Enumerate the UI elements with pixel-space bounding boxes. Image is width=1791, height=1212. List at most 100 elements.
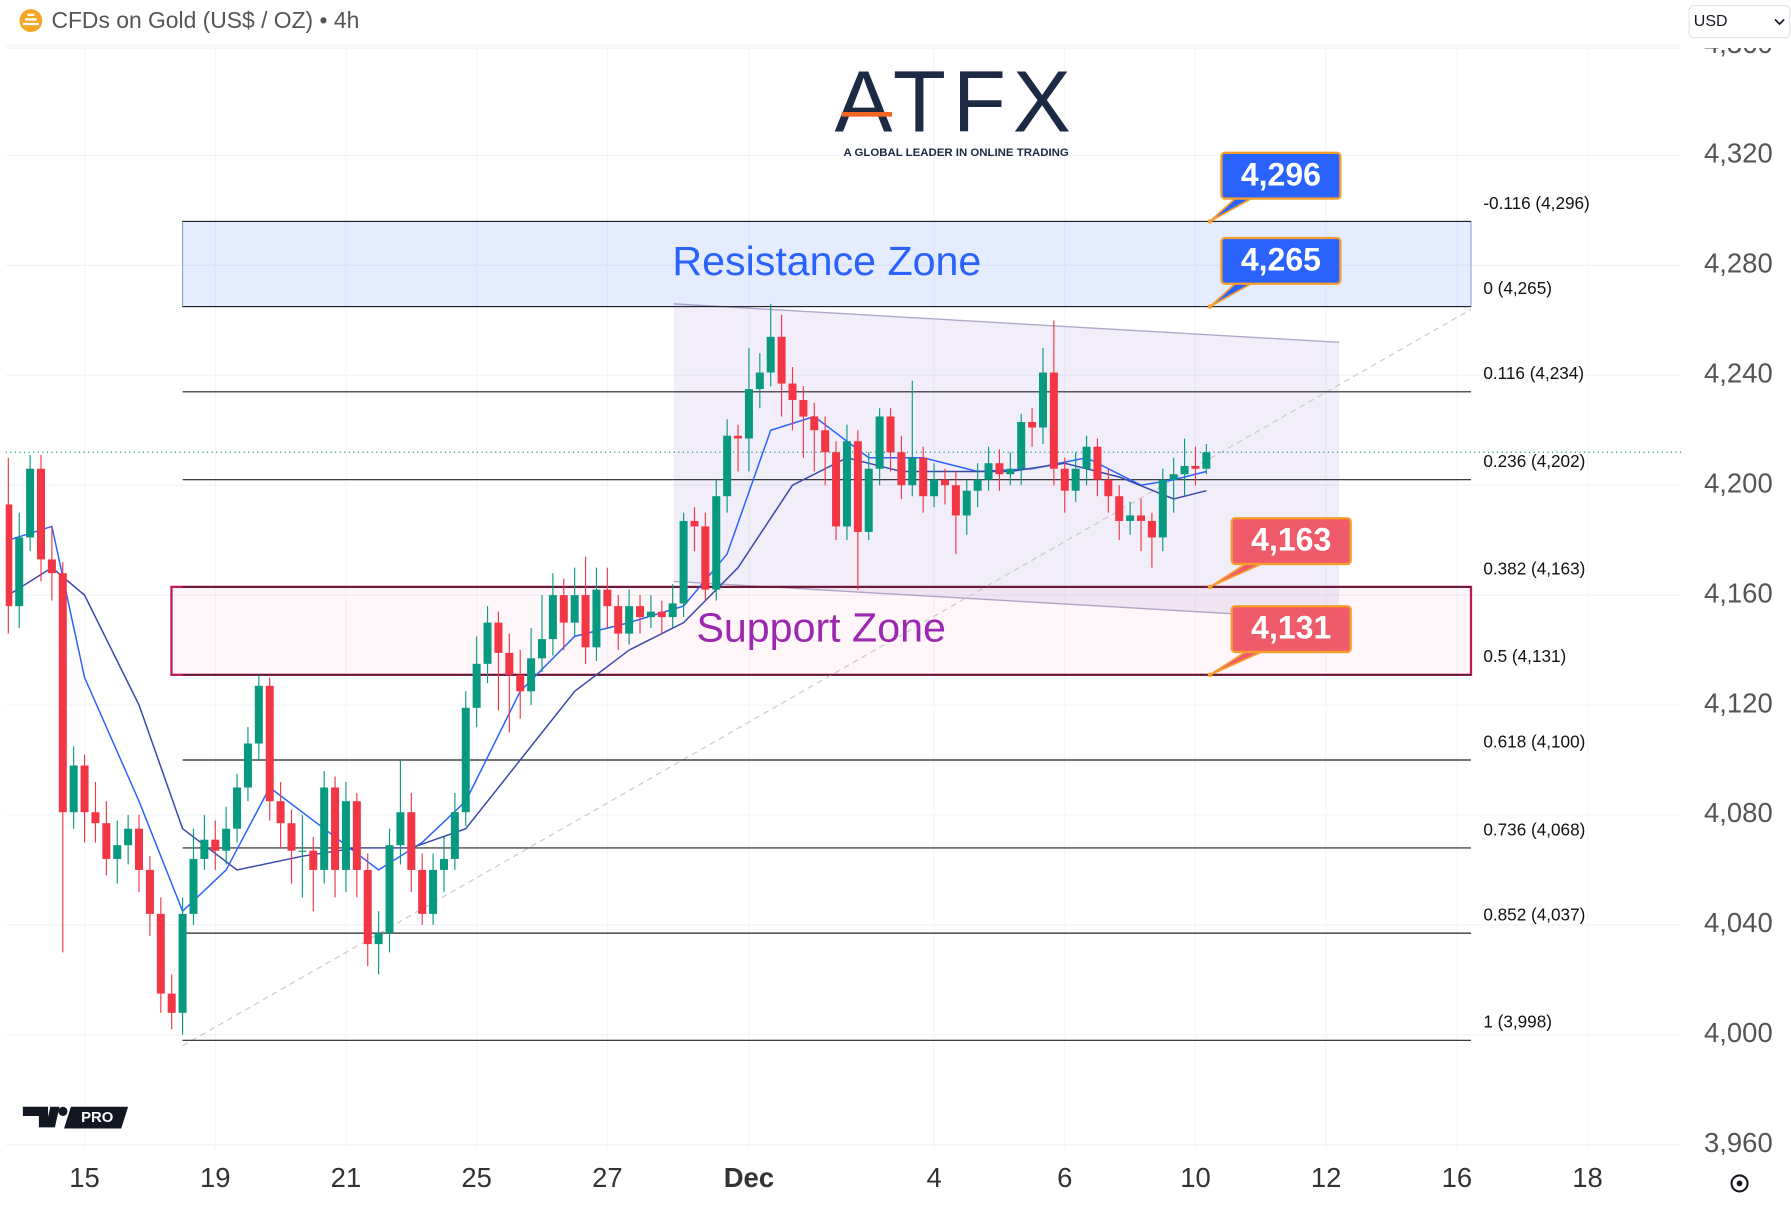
candle-body <box>701 526 710 590</box>
candle-body <box>309 850 318 870</box>
candle-body <box>1169 474 1178 480</box>
candle-body <box>625 606 634 634</box>
candle-body <box>69 765 78 813</box>
candle-body <box>657 611 666 618</box>
candle-body <box>287 823 296 851</box>
settings-icon[interactable] <box>1730 1174 1749 1193</box>
candle-body <box>995 463 1004 475</box>
currency-label: USD <box>1694 13 1728 30</box>
x-tick-label: 10 <box>1180 1162 1211 1193</box>
y-tick-label: 4,240 <box>1704 358 1773 389</box>
chart-title: CFDs on Gold (US$ / OZ) • 4h <box>51 7 359 33</box>
x-tick-label: 27 <box>592 1162 623 1193</box>
candles <box>5 303 1211 1035</box>
candle-body <box>1093 446 1102 480</box>
candle-body <box>385 845 394 934</box>
fib-label: 0.236 (4,202) <box>1483 451 1585 471</box>
fib-label: 0 (4,265) <box>1483 278 1552 298</box>
candle-body <box>352 801 361 870</box>
candle-body <box>178 913 187 1013</box>
candle-body <box>1071 468 1080 491</box>
candle-body <box>505 652 514 675</box>
currency-select[interactable] <box>1688 5 1791 39</box>
y-tick-label: 4,120 <box>1704 687 1773 718</box>
candle-body <box>777 336 786 384</box>
candle-body <box>1017 422 1026 469</box>
candle-body <box>930 479 939 497</box>
candle-body <box>864 468 873 532</box>
candle-body <box>15 537 24 607</box>
callout-label: 4,296 <box>1241 156 1321 192</box>
candle-body <box>592 589 601 648</box>
candle-body <box>1191 465 1200 469</box>
settings-icon-center <box>1736 1180 1743 1187</box>
x-tick-label: Dec <box>724 1162 774 1193</box>
dropdown-arrow <box>1774 18 1785 26</box>
candle-body <box>37 468 46 560</box>
candle-body <box>537 639 546 659</box>
x-tick-label: 4 <box>926 1162 941 1193</box>
candle-body <box>516 674 525 692</box>
y-tick-label: 4,280 <box>1704 248 1773 279</box>
zone-label: Support Zone <box>696 605 945 651</box>
fib-label: 1 (3,998) <box>1483 1012 1552 1032</box>
candle-body <box>80 765 89 813</box>
candle-body <box>1158 479 1167 538</box>
badge-background <box>64 1106 129 1129</box>
callout-anchor <box>1207 672 1213 678</box>
candle-body <box>853 441 862 532</box>
candle-body <box>744 389 753 439</box>
candle-body <box>712 496 721 590</box>
candle-body <box>102 823 111 859</box>
candle-body <box>548 595 557 640</box>
candle-body <box>298 850 307 852</box>
fib-label: 0.618 (4,100) <box>1483 731 1585 751</box>
candle-body <box>951 485 960 516</box>
callout-anchor <box>1207 304 1213 309</box>
candle-body <box>156 913 165 994</box>
candle-body <box>58 573 67 813</box>
channel-line <box>673 303 1340 344</box>
candle-body <box>254 685 263 744</box>
candle-body <box>396 812 405 846</box>
candle-body <box>897 452 906 486</box>
candle-body <box>886 416 895 453</box>
x-tick-label: 16 <box>1442 1162 1473 1193</box>
candle-body <box>690 520 699 527</box>
candle-body <box>668 603 677 618</box>
candle-body <box>973 479 982 491</box>
y-tick-label: 4,040 <box>1704 907 1773 938</box>
x-tick-label: 19 <box>200 1162 231 1193</box>
channel-area <box>673 303 1340 620</box>
candle-body <box>1202 452 1211 469</box>
tv-logo-dot <box>58 1106 68 1116</box>
x-tick-label: 21 <box>331 1162 362 1193</box>
candle-body <box>788 383 797 401</box>
x-tick-label: 18 <box>1572 1162 1603 1193</box>
candle-body <box>799 400 808 417</box>
candle-body <box>418 869 427 914</box>
y-tick-label: 4,360 <box>1704 28 1773 59</box>
candle-body <box>200 839 209 859</box>
candle-body <box>723 435 732 497</box>
y-tick-label: 4,000 <box>1704 1017 1773 1048</box>
candle-body <box>211 839 220 851</box>
candle-body <box>1137 515 1146 521</box>
candle-body <box>581 595 590 648</box>
candle-body <box>483 622 492 664</box>
candle-body <box>47 559 56 574</box>
y-tick-label: 4,320 <box>1704 138 1773 169</box>
callout-label: 4,265 <box>1241 241 1321 277</box>
trendline <box>182 308 1472 1047</box>
fib-label: 0.736 (4,068) <box>1483 819 1585 839</box>
fib-label: -0.116 (4,296) <box>1483 193 1589 213</box>
y-tick-label: 3,960 <box>1704 1127 1773 1158</box>
x-tick-label: 15 <box>69 1162 100 1193</box>
y-tick-label: 4,080 <box>1704 797 1773 828</box>
candle-body <box>450 812 459 859</box>
candle-body <box>407 812 416 870</box>
candle-body <box>1060 468 1069 491</box>
callout-box <box>1230 517 1352 566</box>
candle-body <box>233 787 242 829</box>
